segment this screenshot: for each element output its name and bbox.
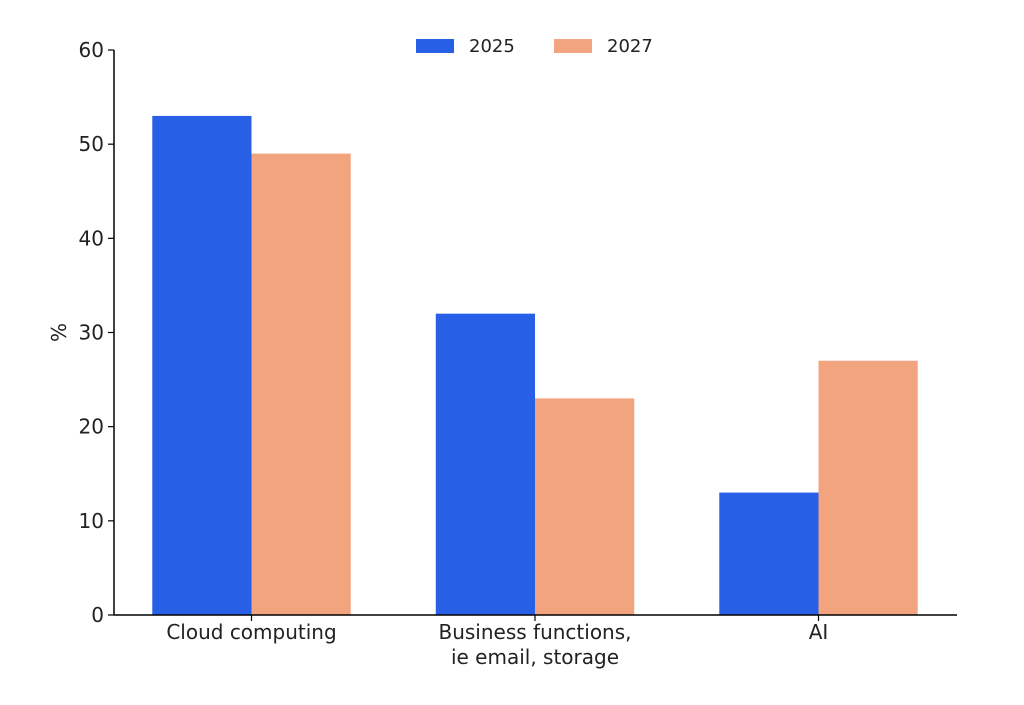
bar-2025-2	[719, 492, 819, 615]
legend-swatch-2025	[416, 39, 454, 53]
bar-2027-1	[535, 398, 635, 615]
legend-label-2025: 2025	[469, 36, 515, 57]
y-axis-label: %	[47, 323, 71, 342]
y-tick-label: 50	[79, 132, 104, 156]
axes-layer: 0 10 20 30 40 50 60% Cloud computing Business fu…	[47, 38, 957, 669]
bar-2025-1	[435, 313, 535, 615]
y-tick-label: 60	[79, 38, 104, 62]
legend: 2025 2027	[416, 36, 653, 57]
y-tick-label: 0	[91, 603, 104, 627]
bar-2027-0	[251, 153, 351, 616]
bar-2025-0	[152, 115, 252, 616]
y-tick-label: 40	[79, 226, 104, 250]
y-tick-label: 20	[79, 415, 104, 439]
x-tick-label: Business functions,	[438, 620, 631, 644]
bars-layer	[152, 115, 918, 616]
x-tick-label: ie email, storage	[451, 645, 619, 669]
legend-swatch-2027	[554, 39, 592, 53]
y-tick-label: 30	[79, 321, 104, 345]
y-tick-label: 10	[79, 509, 104, 533]
x-tick-label: Cloud computing	[166, 620, 336, 644]
bar-2027-2	[818, 360, 918, 615]
legend-label-2027: 2027	[607, 36, 653, 57]
x-tick-label: AI	[809, 620, 829, 644]
